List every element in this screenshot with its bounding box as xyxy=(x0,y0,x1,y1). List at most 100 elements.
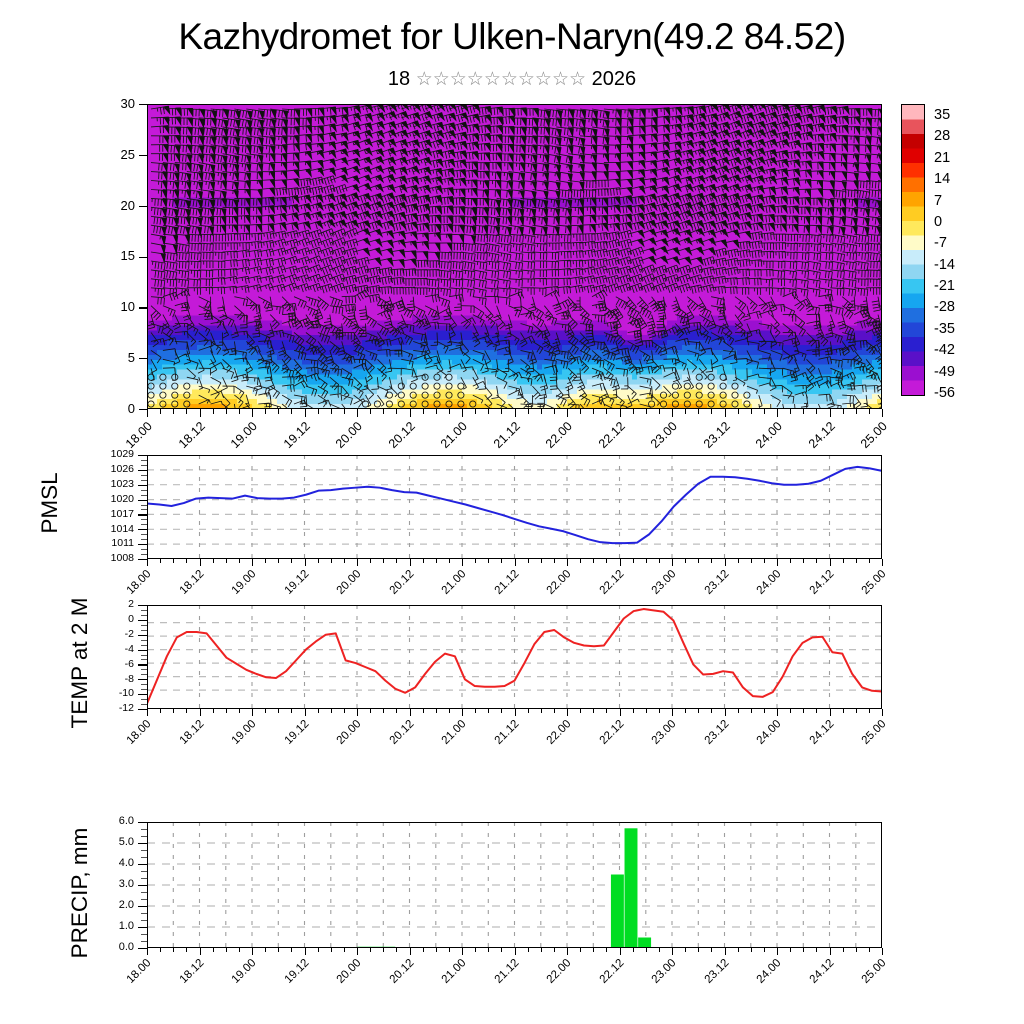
y-axis-label: -2 xyxy=(124,627,134,640)
x-axis-minor-tick xyxy=(790,709,792,713)
x-axis-minor-tick xyxy=(448,948,450,952)
x-axis-minor-tick xyxy=(842,559,844,563)
x-axis-minor-tick xyxy=(448,409,450,414)
x-axis-minor-tick xyxy=(763,409,765,414)
x-axis-tick xyxy=(252,948,254,955)
x-axis-label: 23.00 xyxy=(647,419,680,452)
x-axis-minor-tick xyxy=(580,948,582,952)
x-axis-label: 25.00 xyxy=(857,419,890,452)
x-axis-minor-tick xyxy=(225,559,227,563)
x-axis-label: 19.12 xyxy=(280,419,313,452)
x-axis-minor-tick xyxy=(212,709,214,713)
x-axis-minor-tick xyxy=(370,948,372,952)
x-axis-label: 24.12 xyxy=(805,419,838,452)
colorbar-tick-label: 14 xyxy=(934,171,951,188)
x-axis-minor-tick xyxy=(278,409,280,414)
x-axis-minor-tick xyxy=(383,948,385,952)
x-axis-minor-tick xyxy=(422,709,424,713)
x-axis-minor-tick xyxy=(803,709,805,713)
x-axis-label: 20.00 xyxy=(334,718,364,747)
x-axis-minor-tick xyxy=(580,709,582,713)
x-axis-tick xyxy=(409,948,411,955)
y-axis-tick xyxy=(139,256,147,258)
y-axis-tick xyxy=(138,906,147,908)
y-axis-label: 4.0 xyxy=(118,856,134,869)
x-axis-minor-tick xyxy=(501,409,503,414)
x-axis-minor-tick xyxy=(160,948,162,952)
x-axis-minor-tick xyxy=(265,559,267,563)
y-axis-minor-tick xyxy=(141,674,147,676)
y-axis-minor-tick xyxy=(141,459,147,461)
colorbar-tick-label: 21 xyxy=(934,149,951,166)
x-axis-minor-tick xyxy=(317,559,319,563)
x-axis-minor-tick xyxy=(330,709,332,713)
colorbar-tick-label: -28 xyxy=(934,299,955,316)
x-axis-label: 19.00 xyxy=(229,568,259,597)
x-axis-minor-tick xyxy=(527,409,529,414)
y-axis-minor-tick xyxy=(141,684,147,686)
x-axis-minor-tick xyxy=(816,709,818,713)
y-axis-label: -10 xyxy=(118,687,134,700)
y-axis-minor-tick xyxy=(141,509,147,511)
x-axis-minor-tick xyxy=(370,409,372,414)
x-axis-tick xyxy=(357,409,359,417)
x-axis-minor-tick xyxy=(212,948,214,952)
colorbar-tick-label: -49 xyxy=(934,363,955,380)
x-axis-label: 18.12 xyxy=(177,568,206,597)
y-axis-label: -4 xyxy=(124,642,134,655)
x-axis-tick xyxy=(199,409,201,417)
x-axis-minor-tick xyxy=(435,709,437,713)
x-axis-minor-tick xyxy=(448,559,450,563)
x-axis-label: 24.00 xyxy=(752,419,785,452)
pmsl-panel xyxy=(147,455,882,559)
y-axis-minor-tick xyxy=(141,899,147,900)
x-axis-minor-tick xyxy=(606,409,608,414)
x-axis-minor-tick xyxy=(685,948,687,952)
x-axis-tick xyxy=(252,409,254,417)
x-axis-label: 22.00 xyxy=(544,718,574,747)
x-axis-label: 21.00 xyxy=(439,718,469,747)
x-axis-label: 20.12 xyxy=(387,957,416,986)
x-axis-minor-tick xyxy=(488,709,490,713)
x-axis-tick xyxy=(829,948,831,955)
x-axis-minor-tick xyxy=(737,409,739,414)
x-axis-minor-tick xyxy=(540,409,542,414)
x-axis-minor-tick xyxy=(685,559,687,563)
x-axis-label: 24.00 xyxy=(754,718,784,747)
x-axis-minor-tick xyxy=(265,709,267,713)
y-axis-label: -6 xyxy=(124,657,134,670)
x-axis-label: 21.12 xyxy=(490,419,523,452)
x-axis-label: 22.12 xyxy=(597,568,626,597)
x-axis-minor-tick xyxy=(803,559,805,563)
panel-border xyxy=(147,455,882,559)
x-axis-tick xyxy=(567,559,569,566)
x-axis-minor-tick xyxy=(698,709,700,713)
x-axis-minor-tick xyxy=(553,948,555,952)
y-axis-tick xyxy=(139,307,147,309)
x-axis-minor-tick xyxy=(658,709,660,713)
x-axis-tick xyxy=(304,409,306,417)
x-axis-minor-tick xyxy=(553,559,555,563)
y-axis-tick xyxy=(138,822,147,824)
x-axis-minor-tick xyxy=(855,559,857,563)
precip-axis-title: PRECIP, mm xyxy=(67,827,92,959)
x-axis-label: 22.12 xyxy=(597,718,626,747)
x-axis-minor-tick xyxy=(855,409,857,414)
y-axis-tick xyxy=(138,605,147,607)
x-axis-tick xyxy=(462,409,464,417)
y-axis-tick xyxy=(138,529,147,531)
y-axis-label: 6.0 xyxy=(118,814,134,827)
x-axis-minor-tick xyxy=(540,559,542,563)
x-axis-tick xyxy=(252,709,254,716)
x-axis-tick xyxy=(777,948,779,955)
x-axis-minor-tick xyxy=(868,948,870,952)
x-axis-minor-tick xyxy=(225,709,227,713)
y-axis-label: 1023 xyxy=(110,477,134,490)
x-axis-minor-tick xyxy=(593,709,595,713)
y-axis-label: 1017 xyxy=(110,507,134,520)
x-axis-minor-tick xyxy=(763,948,765,952)
x-axis-label: 25.00 xyxy=(859,568,889,597)
x-axis-minor-tick xyxy=(475,709,477,713)
x-axis-minor-tick xyxy=(160,409,162,414)
x-axis-minor-tick xyxy=(645,709,647,713)
